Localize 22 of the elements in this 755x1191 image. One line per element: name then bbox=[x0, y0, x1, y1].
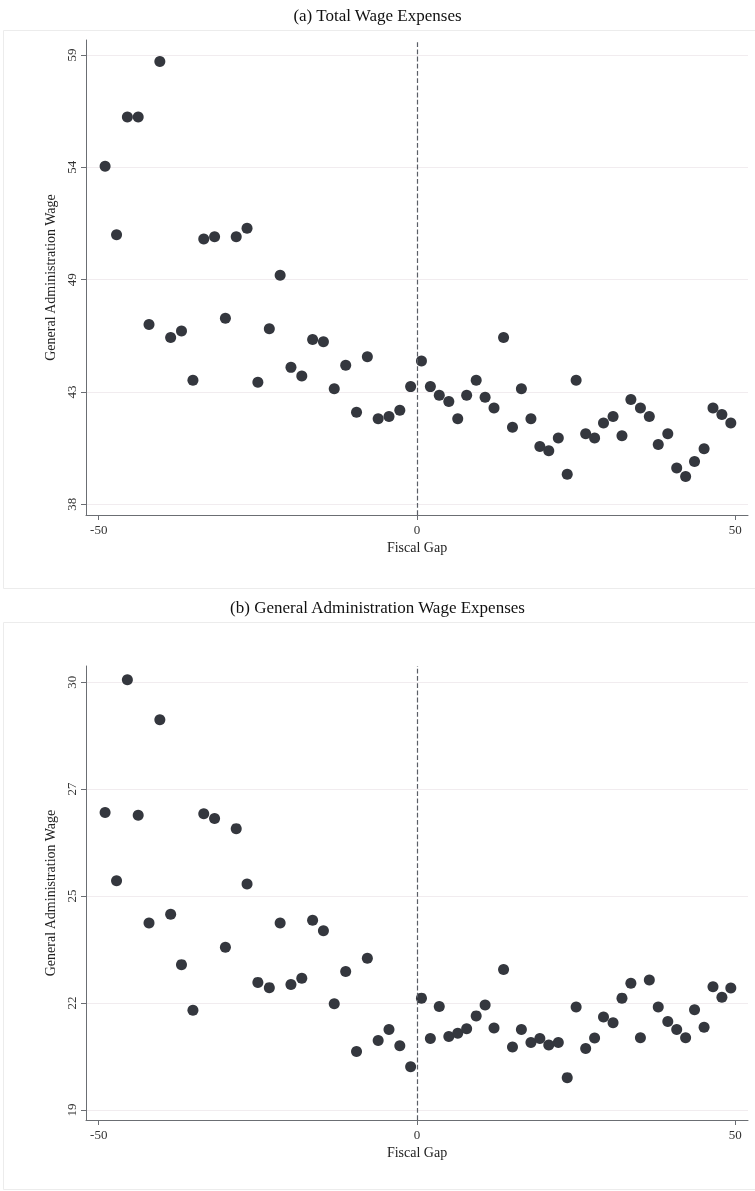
chart-title: (b) General Administration Wage Expenses bbox=[230, 598, 525, 617]
y-tick-label: 22 bbox=[64, 996, 79, 1010]
y-tick-label: 54 bbox=[64, 160, 79, 174]
chart-title: (a) Total Wage Expenses bbox=[293, 6, 462, 25]
x-tick-label: 50 bbox=[728, 522, 742, 537]
x-axis-title: Fiscal Gap bbox=[386, 540, 448, 556]
y-tick-label: 59 bbox=[64, 48, 79, 62]
y-axis-title: General Administration Wage bbox=[42, 809, 58, 977]
y-axis-title: General Administration Wage bbox=[42, 194, 58, 361]
y-tick-label: 49 bbox=[64, 273, 79, 287]
x-tick-label: -50 bbox=[90, 1127, 108, 1142]
x-tick-label: 50 bbox=[728, 1127, 742, 1142]
y-tick-label: 43 bbox=[64, 385, 79, 399]
y-tick-label: 38 bbox=[64, 497, 79, 511]
y-tick-label: 30 bbox=[64, 675, 79, 689]
y-tick-label: 25 bbox=[64, 889, 79, 903]
y-tick-label: 19 bbox=[64, 1103, 79, 1117]
x-tick-label: 0 bbox=[413, 522, 421, 537]
x-tick-label: -50 bbox=[90, 522, 108, 537]
x-tick-label: 0 bbox=[413, 1127, 421, 1142]
x-axis-title: Fiscal Gap bbox=[386, 1145, 448, 1161]
y-tick-label: 27 bbox=[64, 782, 79, 796]
